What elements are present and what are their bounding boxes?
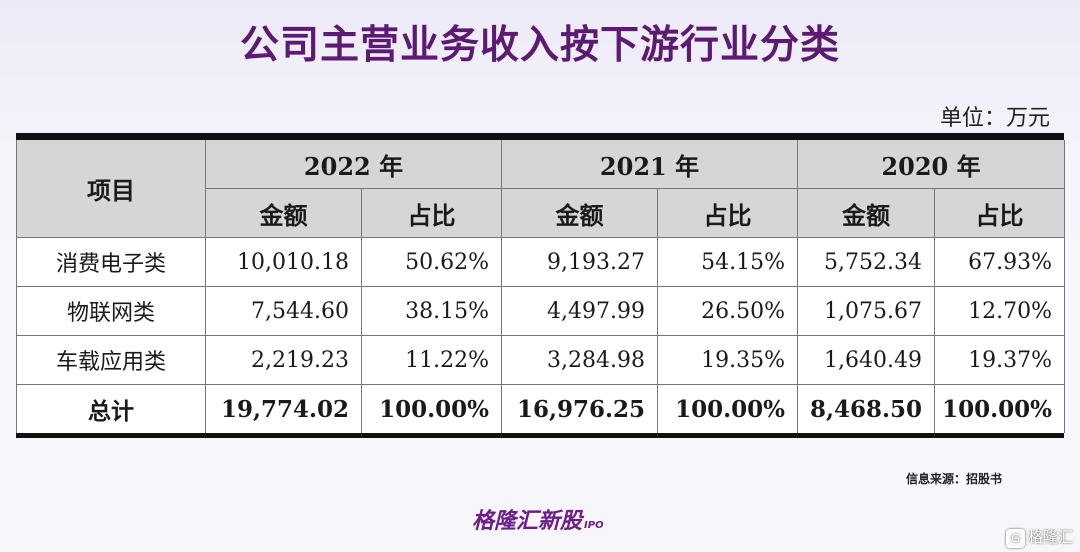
- source-note: 信息来源：招股书: [906, 472, 1003, 486]
- cell-amount: 1,640.49: [797, 335, 935, 385]
- total-row: 总计 19,774.02 100.00% 16,976.25 100.00% 8…: [16, 384, 1065, 433]
- amount-header: 金额: [205, 188, 362, 238]
- cell-amount: 9,193.27: [501, 237, 658, 287]
- cell-amount: 5,752.34: [797, 237, 935, 287]
- table-row: 消费电子类 10,010.18 50.62% 9,193.27 54.15% 5…: [16, 237, 1065, 287]
- row-label: 物联网类: [16, 286, 206, 336]
- amount-header: 金额: [797, 188, 935, 238]
- page-title: 公司主营业务收入按下游行业分类: [239, 23, 840, 68]
- cell-ratio: 67.93%: [934, 237, 1065, 287]
- total-ratio: 100.00%: [934, 384, 1065, 433]
- brand-logo-suffix: IPO: [584, 520, 604, 531]
- cell-amount: 1,075.67: [797, 286, 935, 336]
- ratio-header: 占比: [934, 188, 1065, 238]
- amount-header: 金额: [501, 188, 658, 238]
- table-row: 车载应用类 2,219.23 11.22% 3,284.98 19.35% 1,…: [16, 335, 1065, 385]
- row-label: 车载应用类: [16, 335, 206, 385]
- ratio-header: 占比: [361, 188, 502, 238]
- brand-logo-text: 格隆汇新股: [472, 509, 583, 534]
- total-amount: 16,976.25: [501, 384, 658, 433]
- cell-amount: 7,544.60: [205, 286, 362, 336]
- year-header: 2021 年: [501, 140, 798, 189]
- brand-logo: 格隆汇新股 IPO: [472, 503, 604, 535]
- cell-ratio: 12.70%: [934, 286, 1065, 336]
- cell-amount: 4,497.99: [501, 286, 658, 336]
- item-header: 项目: [16, 140, 206, 238]
- cell-ratio: 50.62%: [361, 237, 502, 287]
- total-ratio: 100.00%: [657, 384, 798, 433]
- cell-amount: 3,284.98: [501, 335, 658, 385]
- cell-amount: 2,219.23: [205, 335, 362, 385]
- revenue-table: 项目 2022 年 2021 年 2020 年 金额 占比 金额 占比 金额 占…: [16, 140, 1065, 433]
- total-amount: 19,774.02: [205, 384, 362, 433]
- cell-ratio: 19.35%: [657, 335, 798, 385]
- header-row-years: 项目 2022 年 2021 年 2020 年: [16, 140, 1065, 238]
- total-label: 总计: [16, 384, 206, 433]
- year-header: 2020 年: [797, 140, 1065, 189]
- cell-ratio: 38.15%: [361, 286, 502, 336]
- revenue-table-wrapper: 项目 2022 年 2021 年 2020 年 金额 占比 金额 占比 金额 占…: [16, 133, 1065, 438]
- corner-brand: G 格隆汇: [1006, 526, 1073, 548]
- corner-brand-text: 格隆汇: [1028, 528, 1074, 546]
- brand-g-icon: G: [1006, 529, 1025, 548]
- cell-amount: 10,010.18: [205, 237, 362, 287]
- cell-ratio: 19.37%: [934, 335, 1065, 385]
- table-row: 物联网类 7,544.60 38.15% 4,497.99 26.50% 1,0…: [16, 286, 1065, 336]
- cell-ratio: 54.15%: [657, 237, 798, 287]
- total-ratio: 100.00%: [361, 384, 502, 433]
- header-row-sub: 金额 占比 金额 占比 金额 占比: [17, 188, 1065, 238]
- year-header: 2022 年: [205, 140, 502, 189]
- cell-ratio: 11.22%: [361, 335, 502, 385]
- row-label: 消费电子类: [16, 237, 206, 287]
- cell-ratio: 26.50%: [657, 286, 798, 336]
- total-amount: 8,468.50: [797, 384, 935, 433]
- unit-label: 单位：万元: [939, 106, 1050, 131]
- ratio-header: 占比: [657, 188, 798, 238]
